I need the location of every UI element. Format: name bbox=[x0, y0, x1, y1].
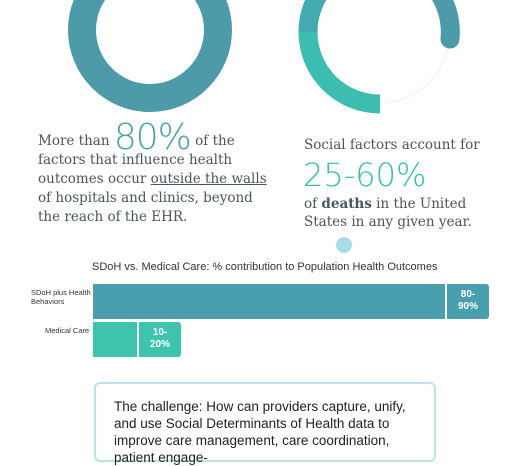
section-divider-dot bbox=[336, 237, 352, 253]
bar-segment-base-1 bbox=[93, 322, 137, 357]
bar-label-medical-care: Medical Care bbox=[45, 326, 90, 335]
left-statistic: More than 80% of the factors that influe… bbox=[38, 120, 270, 227]
right-statistic: Social factors account for 25-60% of dea… bbox=[303, 136, 504, 231]
bar-segment-range-0 bbox=[447, 284, 489, 319]
left-stat-underlined: outside the walls bbox=[150, 171, 267, 187]
right-stat-rest: in the United States in any given year. bbox=[304, 196, 472, 230]
challenge-box: The challenge: How can providers capture… bbox=[94, 382, 436, 465]
right-donut-chart bbox=[298, 0, 460, 114]
right-stat-bold: deaths bbox=[321, 196, 372, 212]
left-stat-big-number: 80% bbox=[113, 117, 192, 158]
left-donut-ring bbox=[68, 0, 232, 112]
left-stat-text2: of hospitals and clinics, beyond the rea… bbox=[38, 190, 253, 225]
bar-value-label-0: 80- 90% bbox=[457, 289, 478, 312]
right-donut-arc-blue bbox=[298, 0, 327, 33]
bar-segment-base-0 bbox=[93, 284, 445, 319]
right-stat-big-number: 25-60% bbox=[303, 156, 427, 194]
bar-label-sdoh: SDoH plus Health Behaviors bbox=[31, 288, 91, 306]
right-donut-arc-dark bbox=[431, 0, 460, 49]
left-stat-prefix: More than bbox=[38, 133, 110, 149]
right-stat-of: of bbox=[304, 196, 318, 212]
challenge-text: The challenge: How can providers capture… bbox=[114, 399, 406, 465]
right-stat-line1: Social factors account for bbox=[304, 137, 480, 153]
bar-value-label-1: 10- 20% bbox=[149, 327, 170, 350]
left-donut-chart bbox=[68, 0, 232, 112]
bar-segment-range-1 bbox=[139, 322, 181, 357]
chart-title: SDoH vs. Medical Care: % contribution to… bbox=[92, 261, 438, 273]
left-stat-text1: of the factors that influence health out… bbox=[38, 133, 235, 187]
bar-chart-area: 80- 90% 10- 20% bbox=[93, 284, 489, 357]
right-donut-arc-teal bbox=[298, 31, 381, 114]
